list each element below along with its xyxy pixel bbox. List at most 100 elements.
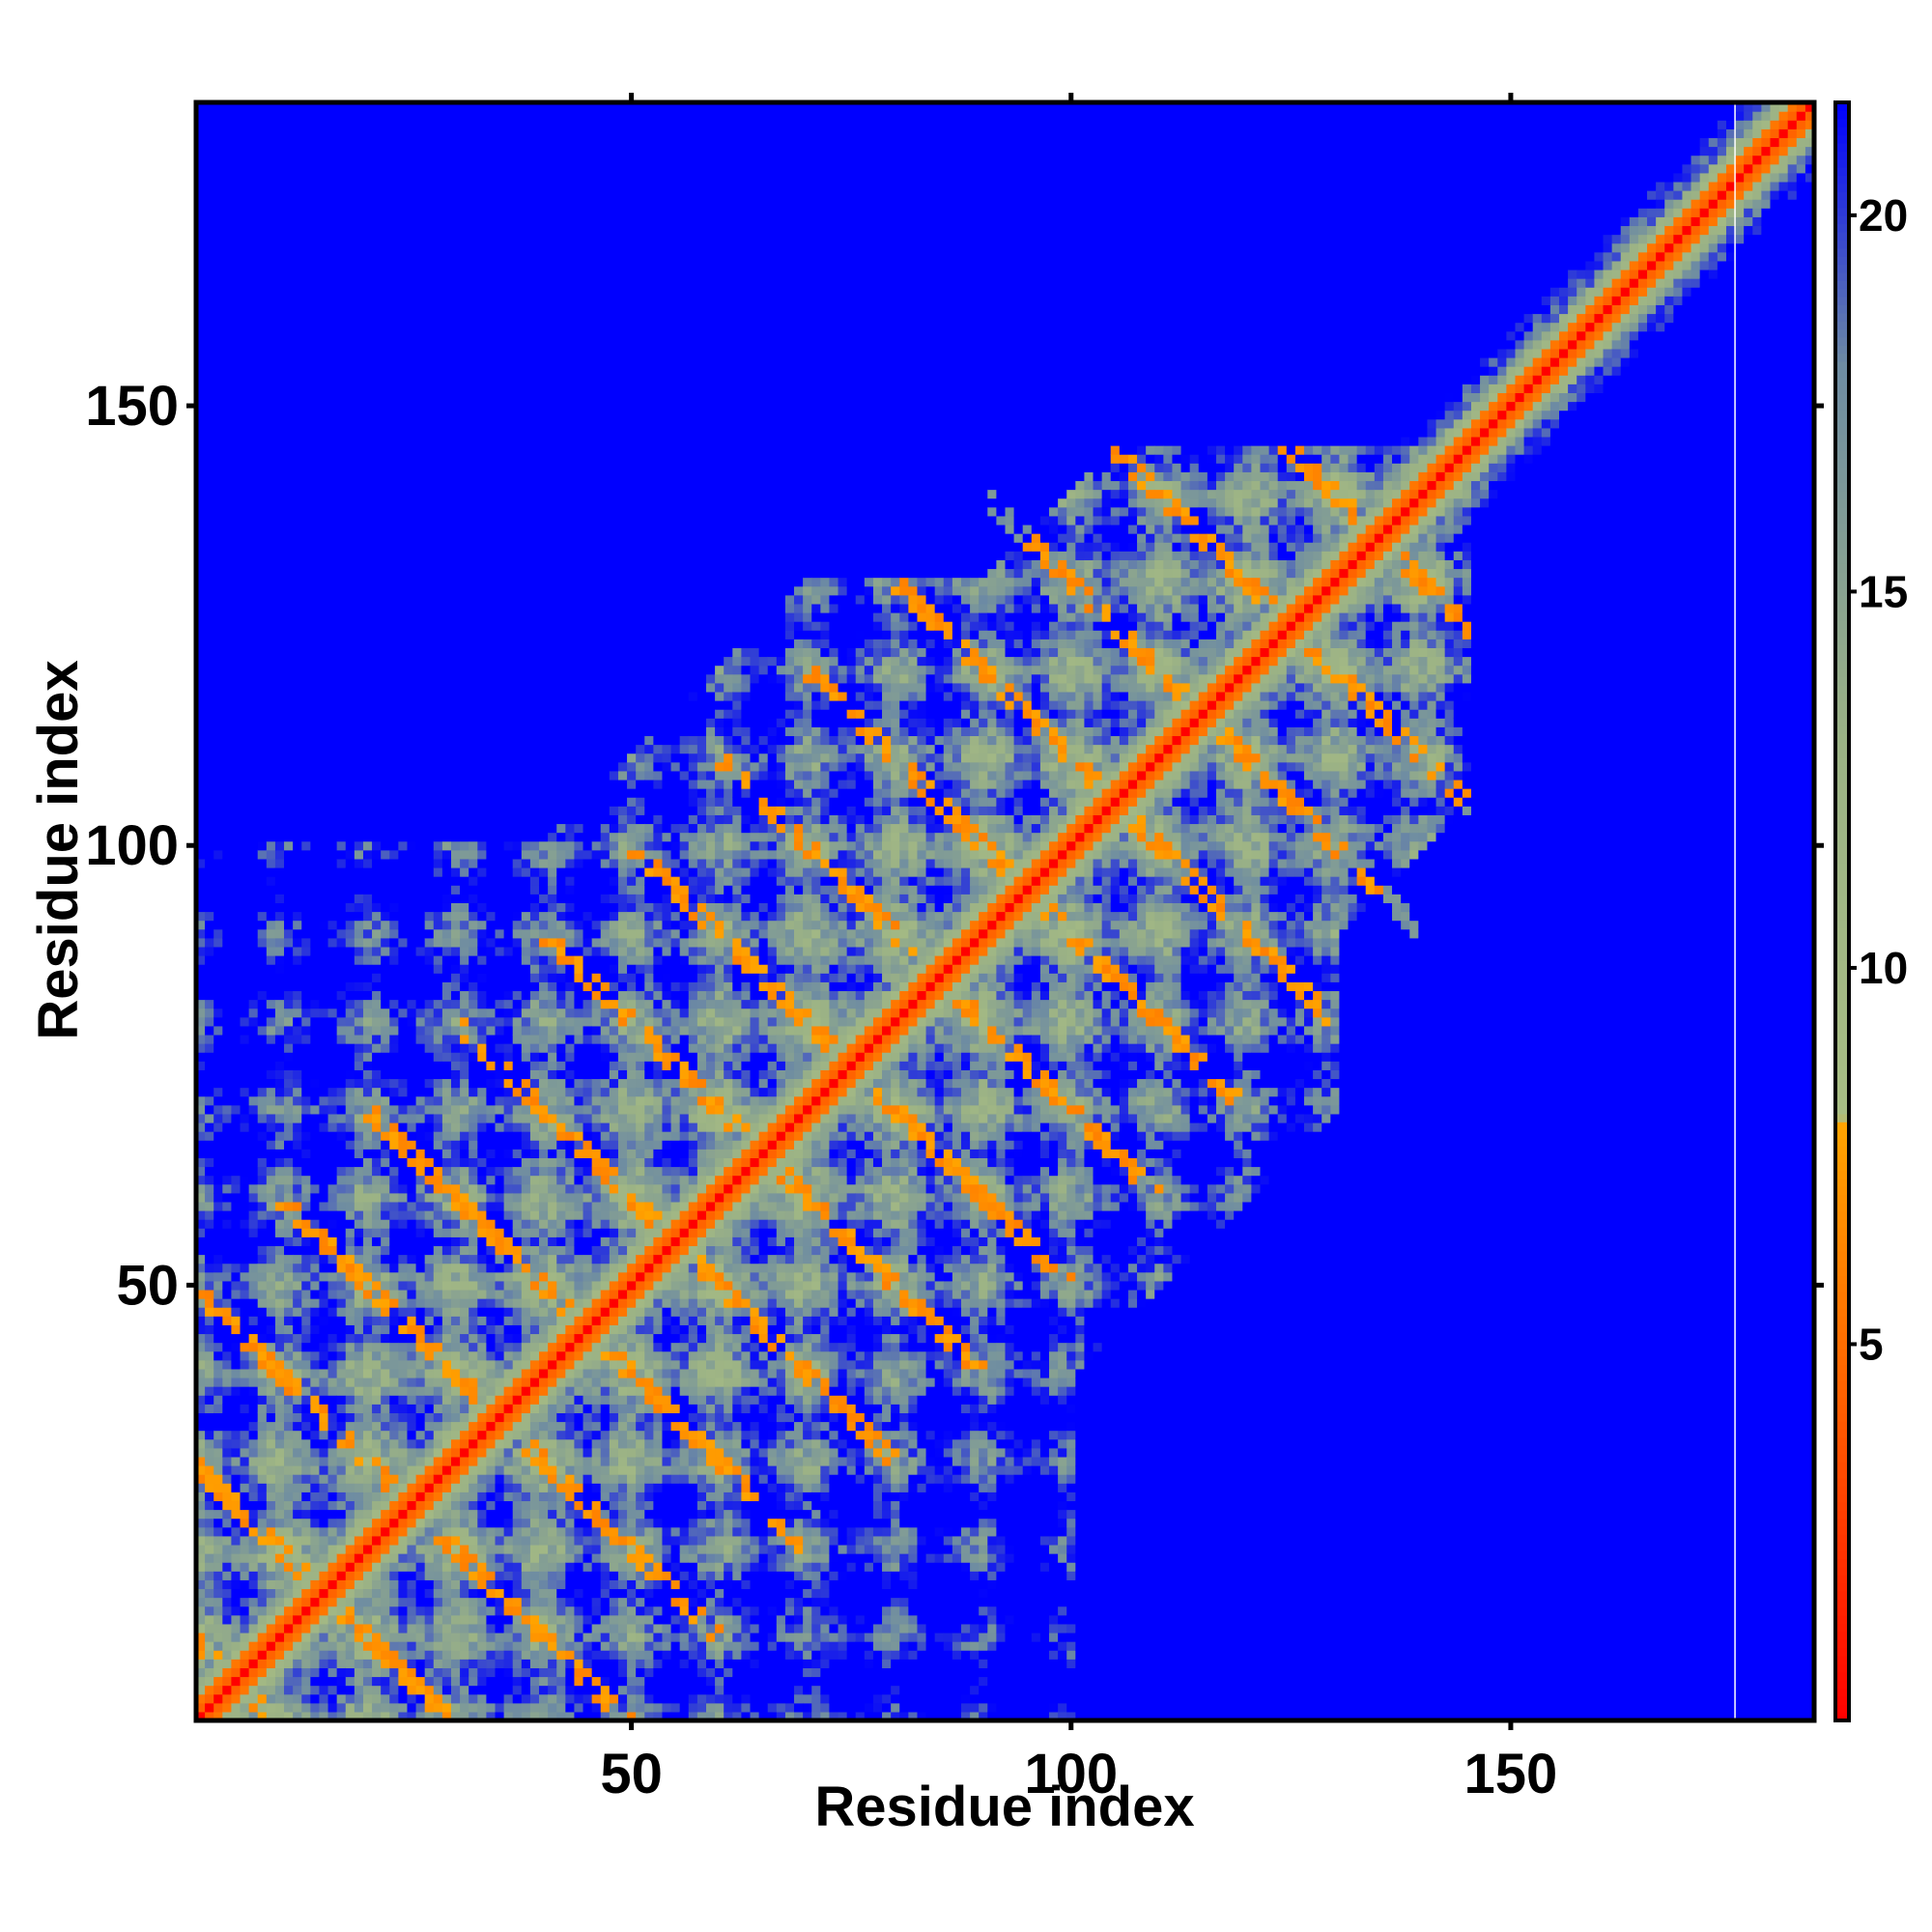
heatmap-cell xyxy=(337,1465,347,1475)
heatmap-cell xyxy=(328,964,338,974)
heatmap-cell xyxy=(205,516,214,526)
heatmap-cell xyxy=(337,700,347,710)
heatmap-cell xyxy=(231,876,241,886)
heatmap-cell xyxy=(355,1703,364,1713)
heatmap-cell xyxy=(241,471,250,481)
heatmap-cell xyxy=(231,392,241,402)
heatmap-cell xyxy=(293,841,302,851)
heatmap-cell xyxy=(293,788,302,798)
heatmap-cell xyxy=(319,1519,328,1528)
heatmap-cell xyxy=(355,657,364,667)
heatmap-cell xyxy=(363,349,373,358)
heatmap-cell xyxy=(293,1052,302,1062)
heatmap-cell xyxy=(231,1703,241,1713)
heatmap-cell xyxy=(205,1492,214,1501)
heatmap-cell xyxy=(258,384,268,393)
heatmap-cell xyxy=(301,1492,311,1501)
heatmap-cell xyxy=(293,657,302,667)
heatmap-cell xyxy=(205,797,214,807)
heatmap-cell xyxy=(231,1069,241,1079)
heatmap-cell xyxy=(231,278,241,288)
heatmap-cell xyxy=(231,235,241,244)
heatmap-cell xyxy=(372,902,382,912)
heatmap-cell xyxy=(249,1114,259,1123)
heatmap-cell xyxy=(205,955,214,965)
heatmap-cell xyxy=(241,718,250,727)
heatmap-cell xyxy=(267,323,276,332)
heatmap-cell xyxy=(310,164,320,174)
heatmap-cell xyxy=(301,780,311,789)
heatmap-cell xyxy=(337,973,347,982)
heatmap-cell xyxy=(363,1412,373,1422)
heatmap-cell xyxy=(222,1272,232,1282)
heatmap-cell xyxy=(319,551,328,560)
heatmap-cell xyxy=(213,463,223,472)
heatmap-cell xyxy=(267,1122,276,1132)
heatmap-cell xyxy=(310,411,320,420)
heatmap-cell xyxy=(363,111,373,121)
heatmap-cell xyxy=(328,137,338,147)
heatmap-cell xyxy=(328,498,338,508)
heatmap-cell xyxy=(293,1510,302,1520)
heatmap-cell xyxy=(284,718,294,727)
heatmap-cell xyxy=(328,1615,338,1625)
heatmap-cell xyxy=(372,780,382,789)
heatmap-cell xyxy=(258,445,268,455)
heatmap-cell xyxy=(249,463,259,472)
heatmap-cell xyxy=(328,1052,338,1062)
heatmap-cell xyxy=(301,287,311,297)
heatmap-cell xyxy=(328,912,338,922)
heatmap-cell xyxy=(372,1184,382,1194)
heatmap-cell xyxy=(267,586,276,596)
heatmap-cell xyxy=(328,902,338,912)
heatmap-cell xyxy=(258,630,268,639)
heatmap-cell xyxy=(222,1588,232,1598)
heatmap-cell xyxy=(267,604,276,613)
heatmap-cell xyxy=(249,313,259,323)
heatmap-cell xyxy=(267,1096,276,1106)
heatmap-cell xyxy=(284,1519,294,1528)
heatmap-cell xyxy=(275,902,285,912)
heatmap-cell xyxy=(213,867,223,877)
heatmap-cell xyxy=(241,973,250,982)
heatmap-cell xyxy=(258,454,268,464)
heatmap-cell xyxy=(284,726,294,736)
heatmap-cell xyxy=(213,621,223,631)
heatmap-cell xyxy=(319,173,328,183)
heatmap-cell xyxy=(372,912,382,922)
heatmap-cell xyxy=(355,1272,364,1282)
heatmap-cell xyxy=(275,1131,285,1141)
heatmap-cell xyxy=(231,1157,241,1167)
heatmap-cell xyxy=(213,806,223,815)
heatmap-cell xyxy=(241,1219,250,1229)
heatmap-cell xyxy=(267,261,276,270)
heatmap-cell xyxy=(213,1114,223,1123)
heatmap-cell xyxy=(267,674,276,684)
heatmap-cell xyxy=(293,1324,302,1334)
heatmap-cell xyxy=(249,384,259,393)
heatmap-cell xyxy=(363,1343,373,1352)
heatmap-cell xyxy=(301,814,311,824)
heatmap-cell xyxy=(205,1088,214,1097)
heatmap-cell xyxy=(310,1009,320,1018)
heatmap-cell xyxy=(241,331,250,341)
heatmap-cell xyxy=(337,375,347,384)
heatmap-cell xyxy=(267,841,276,851)
heatmap-cell xyxy=(337,1492,347,1501)
heatmap-cell xyxy=(319,1439,328,1449)
heatmap-cell xyxy=(213,1264,223,1273)
heatmap-cell xyxy=(319,955,328,965)
heatmap-cell xyxy=(258,735,268,745)
heatmap-cell xyxy=(231,516,241,526)
heatmap-cell xyxy=(310,437,320,446)
heatmap-cell xyxy=(293,296,302,305)
heatmap-cell xyxy=(249,437,259,446)
heatmap-cell xyxy=(310,1122,320,1132)
heatmap-cell xyxy=(346,525,355,534)
heatmap-cell xyxy=(337,850,347,860)
heatmap-cell xyxy=(337,1667,347,1677)
heatmap-cell xyxy=(355,1439,364,1449)
heatmap-cell xyxy=(231,1667,241,1677)
heatmap-cell xyxy=(363,771,373,781)
heatmap-cell xyxy=(301,419,311,429)
